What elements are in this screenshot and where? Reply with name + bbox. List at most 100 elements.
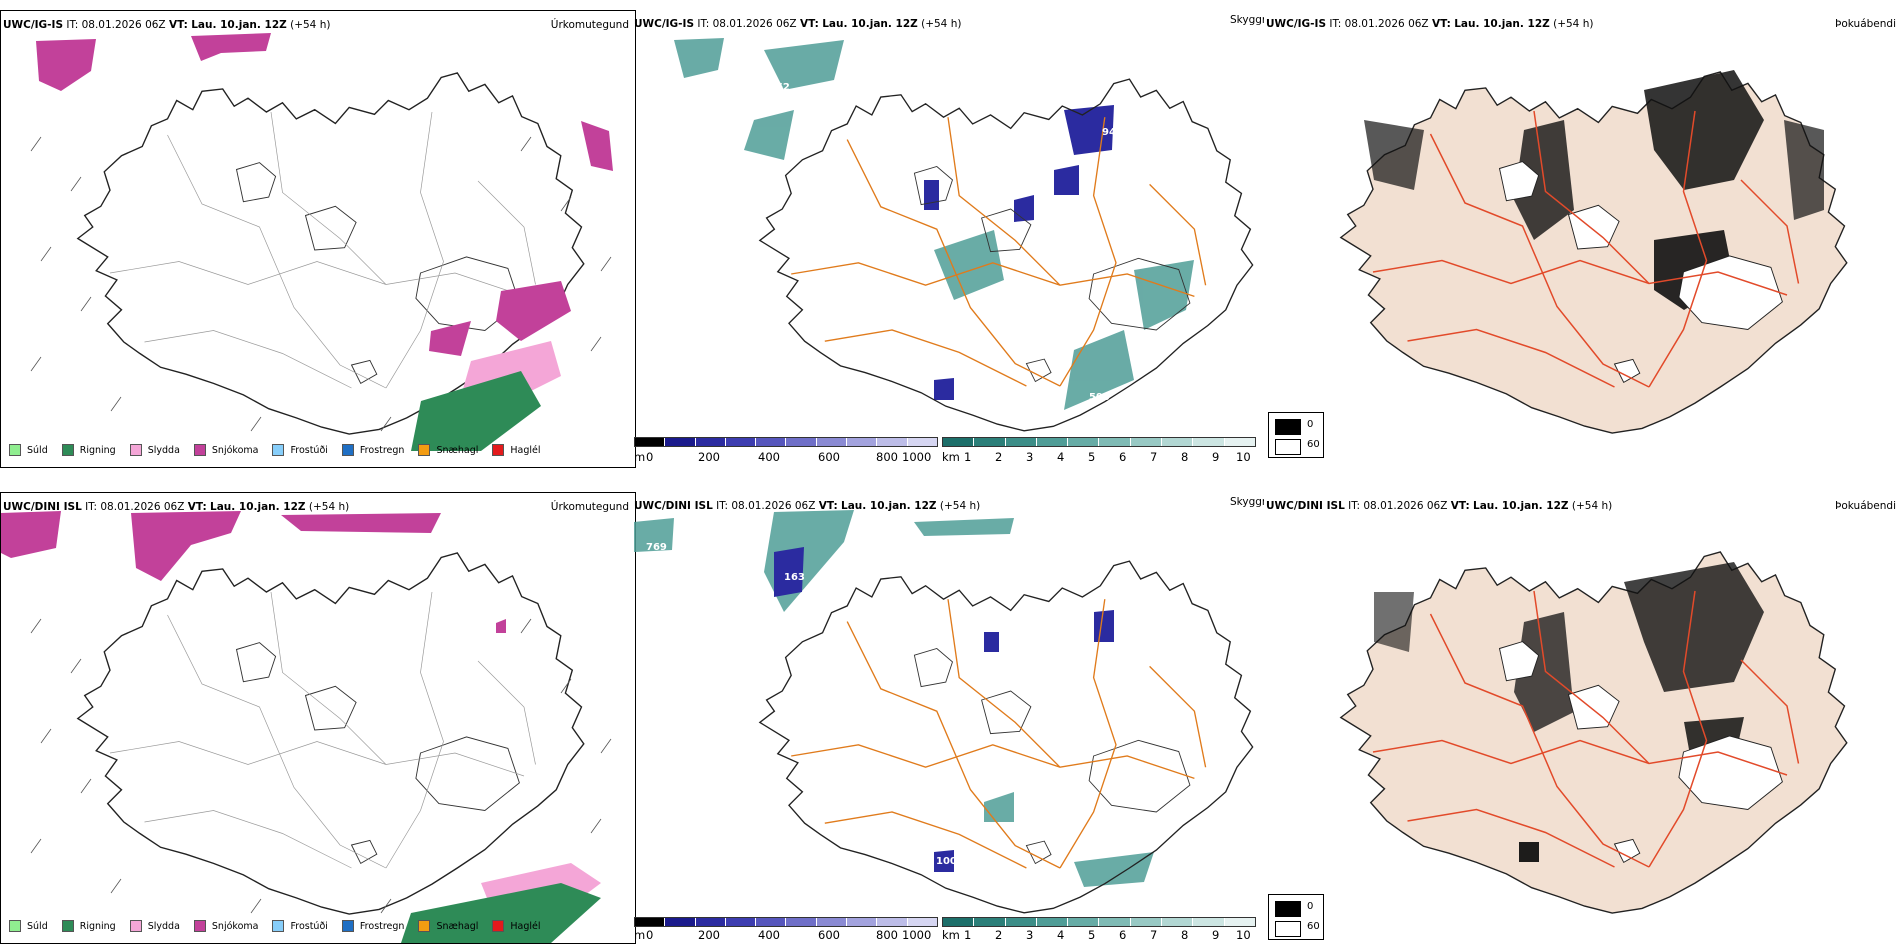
map-label: 85: [814, 187, 828, 198]
colorbar-unit: m: [634, 450, 646, 464]
map-label: 156: [1059, 332, 1080, 343]
legend-item: Rigning: [61, 444, 116, 456]
snow-areas-row1: [36, 33, 613, 356]
tick: 400: [758, 450, 780, 464]
legend-item: Rigning: [61, 920, 116, 932]
tick: 1000: [902, 928, 932, 942]
tick: 8: [1181, 928, 1189, 942]
tick: 800: [876, 928, 898, 942]
fog-areas-row1: [1364, 70, 1824, 310]
title-visibility-row1: Skyggni: [1230, 14, 1264, 26]
tick: 7: [1150, 928, 1158, 942]
legend-item: Súld: [9, 920, 48, 932]
legend-item: Snæhagl: [418, 920, 478, 932]
map-label: 955: [794, 120, 815, 131]
fog-map-row2: [1340, 551, 1848, 914]
tick: 2: [995, 450, 1003, 464]
legend-item: Snjókoma: [193, 920, 258, 932]
precip-map-row2: [1, 511, 612, 943]
map-label: 859: [1214, 120, 1235, 131]
map-label: 146: [796, 606, 817, 617]
colorbar-km-row1: [942, 437, 1256, 447]
fog-legend-row1: 0 60: [1268, 412, 1324, 458]
title-precip-row1: Úrkomutegund: [550, 19, 629, 31]
tick: 200: [698, 928, 720, 942]
title-fog-row2: Þokuábendi: [1835, 500, 1896, 512]
title-visibility-row2: Skyggni: [1230, 496, 1264, 508]
tick: 1: [964, 450, 972, 464]
snow-areas-row2: [1, 511, 506, 633]
tick: 10: [1236, 450, 1251, 464]
legend-item: Frostregn: [341, 920, 404, 932]
tick: 400: [758, 928, 780, 942]
legend-item: Frostregn: [341, 444, 404, 456]
vis-m-areas-row1: [924, 105, 1114, 400]
legend-item: Slydda: [129, 920, 180, 932]
tick: 7: [1150, 450, 1158, 464]
header-row1-fog: UWC/IG-IS IT: 08.01.2026 06Z VT: Lau. 10…: [1266, 18, 1594, 30]
header-row2-precip: UWC/DINI ISL IT: 08.01.2026 06Z VT: Lau.…: [3, 501, 350, 513]
tick: 2: [995, 928, 1003, 942]
colorbar-unit: km: [942, 928, 960, 942]
colorbar-m-row1: [634, 437, 938, 447]
title-precip-row2: Úrkomutegund: [550, 501, 629, 513]
legend-item: Haglél: [492, 444, 541, 456]
header-row2-fog: UWC/DINI ISL IT: 08.01.2026 06Z VT: Lau.…: [1266, 500, 1613, 512]
legend-item: Snjókoma: [193, 444, 258, 456]
rain-area-row2: [401, 883, 601, 943]
map-label: 753: [852, 524, 873, 535]
tick: 6: [1119, 928, 1127, 942]
wind-barbs-row1: [30, 136, 612, 432]
tick: 800: [876, 450, 898, 464]
tick: 6: [1119, 450, 1127, 464]
map-label: 100: [936, 856, 957, 867]
tick: 9: [1212, 928, 1220, 942]
tick: 600: [818, 928, 840, 942]
tick: 5: [1088, 450, 1096, 464]
fog-legend-row2: 0 60: [1268, 894, 1324, 940]
legend-item: Súld: [9, 444, 48, 456]
legend-item: Haglél: [492, 920, 541, 932]
tick: 3: [1026, 928, 1034, 942]
map-label: 893: [846, 554, 867, 565]
map-label: 634: [844, 74, 865, 85]
rain-area-row1: [411, 371, 541, 451]
precip-map-row1: [30, 33, 613, 451]
colorbar-km-row2: [942, 917, 1256, 927]
fog-panel-row1: UWC/IG-IS IT: 08.01.2026 06Z VT: Lau. 10…: [1264, 10, 1900, 466]
colorbar-unit: m: [634, 928, 646, 942]
vis-km-areas-row1: [674, 38, 1194, 410]
precip-panel-row2: UWC/DINI ISL IT: 08.01.2026 06Z VT: Lau.…: [0, 492, 636, 944]
map-label: 595: [1089, 392, 1110, 403]
title-fog-row1: Þokuábendi: [1835, 18, 1896, 30]
map-label: 118: [1104, 162, 1125, 173]
tick: 4: [1057, 928, 1065, 942]
tick: 10: [1236, 928, 1251, 942]
legend-item: Frostúði: [272, 444, 328, 456]
vis-m-areas-row2: [774, 547, 1114, 872]
precip-panel-row1: UWC/IG-IS IT: 08.01.2026 06Z VT: Lau. 10…: [0, 10, 636, 468]
tick: 0: [646, 450, 654, 464]
legend-item: Snæhagl: [418, 444, 478, 456]
colorbar-m-row2: [634, 917, 938, 927]
fog-panel-row2: UWC/DINI ISL IT: 08.01.2026 06Z VT: Lau.…: [1264, 492, 1900, 942]
fog-map-row1: [1340, 70, 1848, 434]
tick: 5: [1088, 928, 1096, 942]
colorbar-unit: km: [942, 450, 960, 464]
visibility-panel-row2: 753 769 163 893 146 100 UWC/DINI ISL IT:…: [634, 492, 1264, 942]
vis-km-areas-row2: [634, 510, 1154, 887]
precip-legend-row2: Súld Rigning Slydda Snjókoma Frostúði Fr…: [9, 920, 555, 932]
map-label: 94: [1102, 127, 1116, 138]
tick: 600: [818, 450, 840, 464]
tick: 9: [1212, 450, 1220, 464]
tick: 4: [1057, 450, 1065, 464]
visibility-map-row1: 94 118 156 595 955 162 85 921 634 859: [674, 38, 1254, 432]
tick: 3: [1026, 450, 1034, 464]
legend-item: Slydda: [129, 444, 180, 456]
tick: 0: [646, 928, 654, 942]
map-label: 769: [646, 542, 667, 553]
map-label: 163: [784, 572, 805, 583]
visibility-map-row2: 753 769 163 893 146 100: [634, 510, 1254, 914]
tick: 8: [1181, 450, 1189, 464]
header-row1-vis: UWC/IG-IS IT: 08.01.2026 06Z VT: Lau. 10…: [634, 18, 962, 30]
